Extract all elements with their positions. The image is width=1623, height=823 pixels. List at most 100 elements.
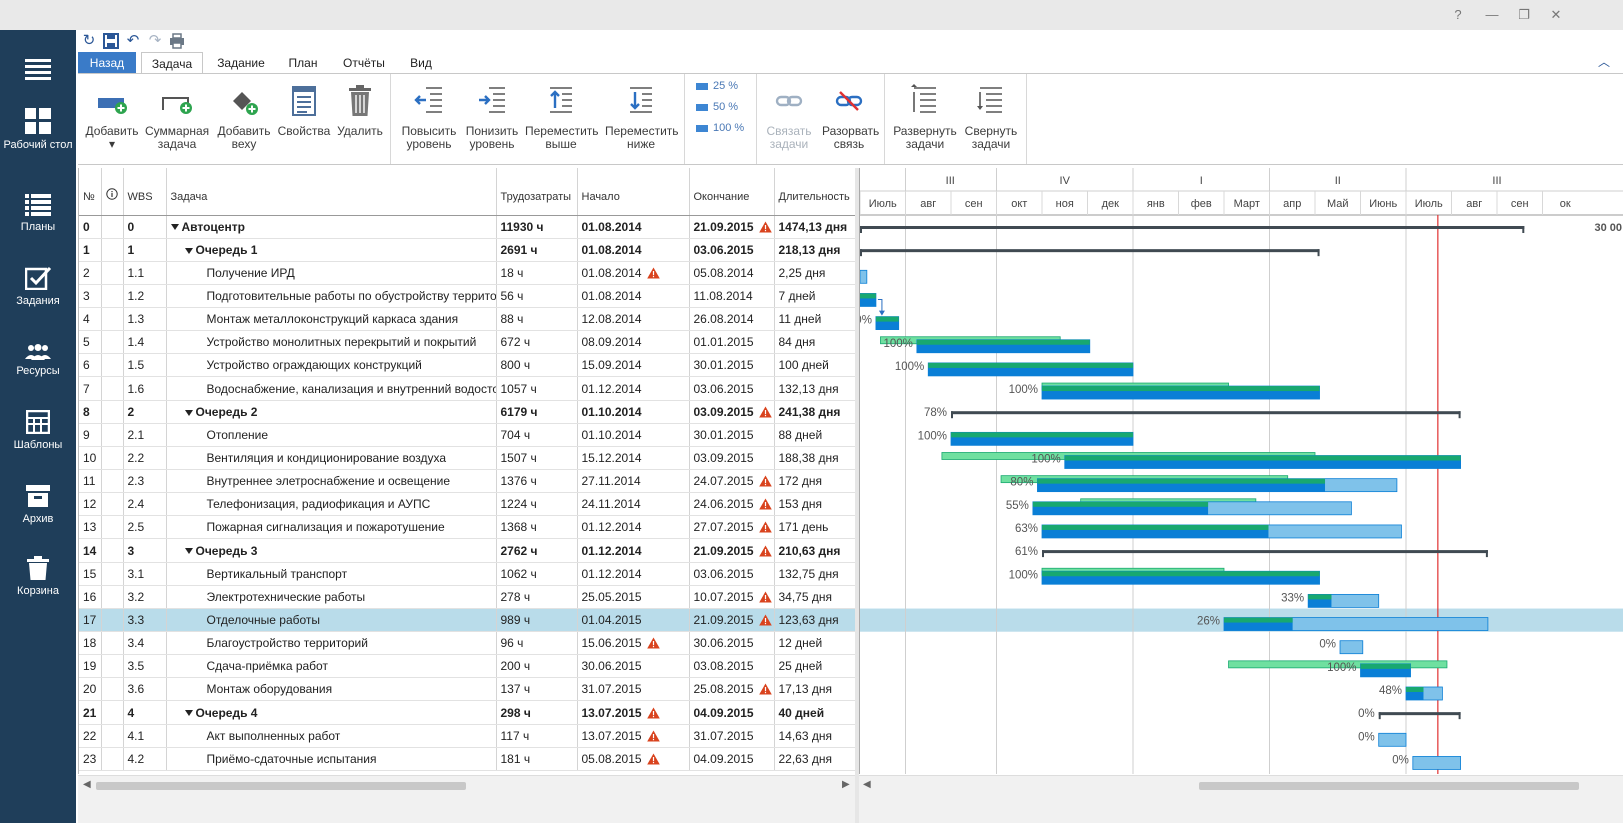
cell-info[interactable] (101, 215, 124, 239)
table-row[interactable]: 6 1.5 Устройство ограждающих конструкций 80… (79, 353, 855, 378)
cell-num[interactable]: 9 (79, 423, 102, 447)
cell-wbs[interactable]: 2.4 (123, 492, 167, 517)
summary-bar[interactable] (1042, 550, 1488, 554)
cell-duration[interactable]: 25 дней (774, 654, 855, 679)
cell-info[interactable] (101, 747, 124, 771)
cell-end[interactable]: 10.07.2015 (689, 585, 775, 609)
cell-info[interactable] (101, 585, 124, 609)
cell-work[interactable]: 88 ч (496, 307, 578, 332)
cell-work[interactable]: 2762 ч (496, 538, 578, 563)
cell-info[interactable] (101, 330, 124, 355)
cell-info[interactable] (101, 400, 124, 424)
cell-start[interactable]: 30.06.2015 (577, 654, 690, 679)
cell-num[interactable]: 22 (79, 724, 102, 748)
cell-work[interactable]: 800 ч (496, 353, 578, 378)
cell-num[interactable]: 6 (79, 353, 102, 378)
cell-info[interactable] (101, 284, 124, 309)
cell-wbs[interactable]: 1.6 (123, 376, 167, 401)
nav-item-plans[interactable]: Планы (0, 194, 76, 234)
col-header-wbs[interactable]: WBS (123, 168, 167, 216)
cell-duration[interactable]: 88 дней (774, 423, 855, 447)
cell-work[interactable]: 1368 ч (496, 515, 578, 540)
cell-num[interactable]: 11 (79, 469, 102, 494)
cell-num[interactable]: 15 (79, 562, 102, 586)
cell-end[interactable]: 03.06.2015 (689, 562, 775, 586)
cell-info[interactable] (101, 562, 124, 586)
cell-start[interactable]: 01.12.2014 (577, 562, 690, 586)
cell-duration[interactable]: 7 дней (774, 284, 855, 309)
collapse-tasks-button[interactable]: Свернуть задачи (960, 84, 1022, 151)
cell-num[interactable]: 17 (79, 608, 102, 633)
refresh-icon[interactable]: ↻ (82, 32, 96, 49)
cell-wbs[interactable]: 3.3 (123, 608, 167, 633)
cell-task[interactable]: Телефонизация, радиофикация и АУПС (166, 492, 497, 517)
table-row[interactable]: 23 4.2 Приёмо-сдаточные испытания 181 ч 05.0… (79, 747, 855, 771)
cell-info[interactable] (101, 538, 124, 563)
tab-plan[interactable]: План (288, 56, 318, 70)
cell-work[interactable]: 11930 ч (496, 215, 578, 239)
undo-icon[interactable]: ↶ (126, 32, 140, 49)
cell-work[interactable]: 704 ч (496, 423, 578, 447)
cell-info[interactable] (101, 654, 124, 679)
cell-duration[interactable]: 34,75 дня (774, 585, 855, 609)
cell-end[interactable]: 21.09.2015 (689, 538, 775, 563)
add-milestone-button[interactable]: Добавить веху (212, 84, 276, 151)
cell-start[interactable]: 15.09.2014 (577, 353, 690, 378)
cell-info[interactable] (101, 238, 124, 262)
cell-num[interactable]: 5 (79, 330, 102, 355)
gantt-scroll-thumb[interactable] (1199, 782, 1579, 790)
cell-num[interactable]: 7 (79, 376, 102, 401)
summary-bar[interactable] (951, 411, 1461, 415)
cell-end[interactable]: 27.07.2015 (689, 515, 775, 540)
promote-button[interactable]: Повысить уровень (398, 84, 460, 151)
nav-menu-button[interactable] (0, 58, 76, 84)
cell-start[interactable]: 24.11.2014 (577, 492, 690, 517)
expand-tasks-button[interactable]: Развернуть задачи (892, 84, 958, 151)
cell-work[interactable]: 1224 ч (496, 492, 578, 517)
tab-view[interactable]: Вид (410, 56, 432, 70)
cell-duration[interactable]: 17,13 дня (774, 677, 855, 702)
cell-num[interactable]: 20 (79, 677, 102, 702)
cell-work[interactable]: 298 ч (496, 700, 578, 725)
cell-task[interactable]: Водоснабжение, канализация и внутренний … (166, 376, 497, 401)
cell-end[interactable]: 30.01.2015 (689, 353, 775, 378)
table-row[interactable]: 15 3.1 Вертикальный транспорт 1062 ч 01.12.2… (79, 562, 855, 586)
cell-duration[interactable]: 84 дня (774, 330, 855, 355)
print-icon[interactable] (168, 32, 186, 50)
cell-end[interactable]: 21.09.2015 (689, 608, 775, 633)
cell-end[interactable]: 30.01.2015 (689, 423, 775, 447)
cell-wbs[interactable]: 3.5 (123, 654, 167, 679)
table-row[interactable]: 10 2.2 Вентиляция и кондиционирование возд… (79, 446, 855, 471)
col-header-info[interactable] (101, 168, 124, 216)
cell-wbs[interactable]: 4 (123, 700, 167, 725)
cell-duration[interactable]: 172 дня (774, 469, 855, 494)
table-row[interactable]: 19 3.5 Сдача-приёмка работ 200 ч 30.06.2015 0… (79, 654, 855, 679)
tab-assignment[interactable]: Задание (217, 56, 265, 70)
cell-work[interactable]: 2691 ч (496, 238, 578, 262)
table-row[interactable]: 21 4 Очередь 4 298 ч 13.07.2015 04.09.2015 40 … (79, 700, 855, 725)
cell-info[interactable] (101, 376, 124, 401)
cell-start[interactable]: 01.04.2015 (577, 608, 690, 633)
cell-work[interactable]: 18 ч (496, 261, 578, 285)
col-header-work[interactable]: Трудозатраты (496, 168, 578, 216)
cell-work[interactable]: 56 ч (496, 284, 578, 309)
cell-duration[interactable]: 123,63 дня (774, 608, 855, 633)
table-row[interactable]: 13 2.5 Пожарная сигнализация и пожаротушен… (79, 515, 855, 540)
tab-reports[interactable]: Отчёты (343, 56, 385, 70)
cell-duration[interactable]: 100 дней (774, 353, 855, 378)
cell-end[interactable]: 03.09.2015 (689, 446, 775, 471)
cell-start[interactable]: 01.08.2014 (577, 261, 690, 285)
cell-info[interactable] (101, 608, 124, 633)
cell-work[interactable]: 1376 ч (496, 469, 578, 494)
cell-work[interactable]: 672 ч (496, 330, 578, 355)
cell-wbs[interactable]: 0 (123, 215, 167, 239)
cell-info[interactable] (101, 700, 124, 725)
cell-duration[interactable]: 218,13 дня (774, 238, 855, 262)
collapse-ribbon-icon[interactable]: ︿ (1598, 55, 1611, 69)
table-row[interactable]: 22 4.1 Акт выполненных работ 117 ч 13.07.201… (79, 724, 855, 748)
nav-item-resources[interactable]: Ресурсы (0, 344, 76, 378)
cell-info[interactable] (101, 631, 124, 656)
cell-duration[interactable]: 11 дней (774, 307, 855, 332)
table-row[interactable]: 3 1.2 Подготовительные работы по обустройс… (79, 284, 855, 309)
save-icon[interactable] (102, 32, 120, 50)
